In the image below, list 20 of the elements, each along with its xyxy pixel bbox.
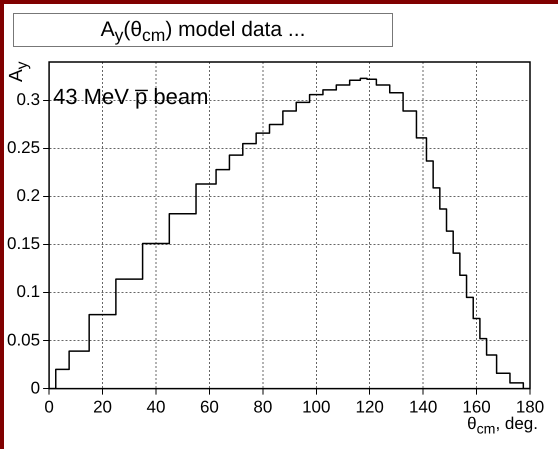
x-tick-label: 180 [516, 397, 544, 416]
x-tick-label: 140 [408, 397, 438, 416]
x-axis-title: θ$_{cm}$, deg. [467, 414, 538, 438]
x-tick-label: 100 [302, 397, 330, 416]
x-tick-label: 20 [93, 397, 112, 416]
chart-title: A$_{y}$(θ$_{cm}$) model data ... [13, 13, 393, 47]
x-tick-label: 120 [356, 397, 384, 416]
y-tick-label: 0 [30, 378, 40, 398]
y-tick-label: 0.05 [6, 330, 40, 350]
x-tick-label: 80 [253, 397, 272, 416]
annotation: 43 MeV p̅ beam [53, 84, 208, 110]
y-tick-label: 0.3 [16, 90, 40, 110]
y-tick-label: 0.1 [16, 282, 40, 302]
x-tick-label: 160 [462, 397, 491, 416]
y-tick-label: 0.2 [16, 186, 40, 206]
x-tick-label: 60 [200, 397, 219, 416]
x-tick-label: 0 [44, 397, 54, 416]
x-tick-label: 40 [146, 397, 166, 416]
y-tick-label: 0.15 [6, 234, 40, 254]
y-tick-label: 0.25 [6, 138, 40, 158]
